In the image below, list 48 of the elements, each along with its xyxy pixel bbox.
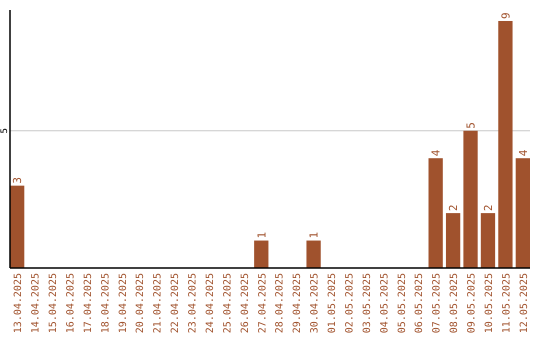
- bar: [516, 158, 530, 268]
- x-tick-label: 11.05.2025: [501, 273, 512, 334]
- x-tick-label: 25.04.2025: [222, 273, 234, 334]
- data-label: 1: [308, 232, 321, 239]
- x-tick-label: 13.04.2025: [13, 273, 24, 334]
- x-tick-label: 27.04.2025: [257, 273, 268, 334]
- x-tick-label: 08.05.2025: [449, 273, 460, 334]
- bar: [498, 20, 513, 268]
- bar: [10, 186, 24, 268]
- x-tick-label: 10.05.2025: [484, 273, 495, 334]
- bar: [428, 158, 443, 268]
- x-tick-label: 23.04.2025: [188, 273, 199, 334]
- x-tick-label: 28.04.2025: [274, 273, 286, 334]
- data-label: 5: [464, 122, 478, 129]
- x-tick-label: 20.04.2025: [135, 273, 146, 334]
- x-tick-label: 26.04.2025: [240, 273, 251, 334]
- x-tick-label: 14.04.2025: [30, 273, 42, 334]
- x-tick-label: 17.04.2025: [82, 273, 94, 334]
- data-label: 4: [516, 149, 530, 156]
- x-tick-label: 09.05.2025: [466, 273, 478, 334]
- x-tick-label: 02.05.2025: [344, 273, 356, 334]
- x-tick-label: 07.05.2025: [432, 273, 443, 334]
- x-tick-label: 24.04.2025: [204, 273, 216, 334]
- x-tick-label: 12.05.2025: [518, 273, 530, 334]
- x-tick-label: 30.04.2025: [310, 273, 321, 334]
- data-label: 1: [255, 232, 268, 239]
- x-tick-label: 22.04.2025: [170, 273, 182, 334]
- bar: [254, 240, 268, 268]
- x-tick-label: 06.05.2025: [414, 273, 426, 334]
- x-tick-label: 03.05.2025: [362, 273, 373, 334]
- bar: [446, 213, 460, 268]
- data-label: 9: [499, 12, 512, 19]
- x-tick-label: 19.04.2025: [118, 273, 129, 334]
- bar: [463, 130, 478, 268]
- bar: [480, 213, 496, 268]
- data-label: 3: [11, 177, 24, 184]
- data-label: 2: [447, 204, 460, 212]
- x-tick-label: 05.05.2025: [396, 273, 408, 334]
- x-tick-label: 01.05.2025: [327, 273, 338, 334]
- data-label: 4: [430, 149, 443, 156]
- x-tick-label: 16.04.2025: [65, 273, 76, 334]
- x-tick-label: 21.04.2025: [152, 273, 164, 334]
- bar: [306, 240, 321, 268]
- x-tick-label: 29.04.2025: [292, 273, 304, 334]
- x-tick-label: 04.05.2025: [379, 273, 390, 334]
- x-tick-label: 15.04.2025: [48, 273, 60, 334]
- data-label: 2: [482, 204, 495, 212]
- x-tick-label: 18.04.2025: [100, 273, 112, 334]
